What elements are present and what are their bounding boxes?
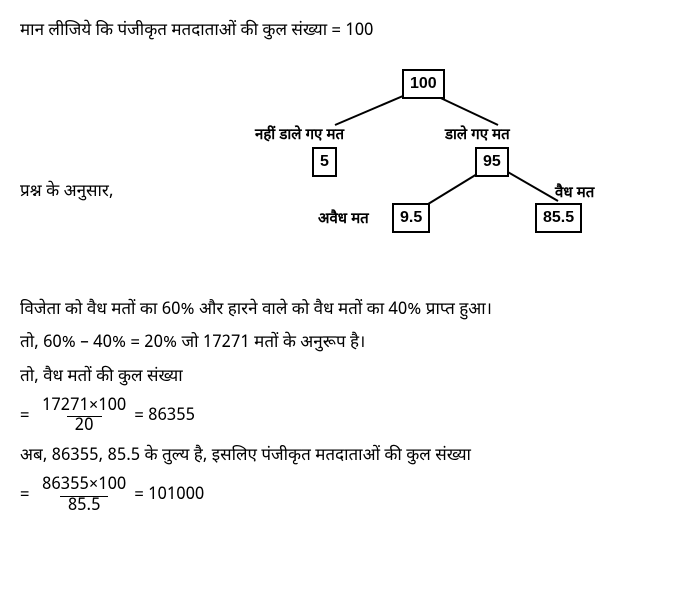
tree-left-label: नहीं डाले गए मत (255, 123, 344, 147)
tree-right-val: 95 (475, 147, 509, 177)
tree-diagram: 100 नहीं डाले गए मत डाले गए मत 5 95 अवैध… (250, 69, 630, 239)
line-diff: तो, 60% – 40% = 20% जो 17271 मतों के अनु… (20, 330, 670, 357)
line-assume: मान लीजिये कि पंजीकृत मतदाताओं की कुल सं… (20, 18, 670, 45)
line-total-valid-intro: तो, वैध मतों की कुल संख्या (20, 364, 670, 391)
calc2-row: = 86355×100 85.5 = 101000 (20, 476, 670, 516)
calc1-den: 20 (67, 416, 102, 437)
tree-rl-val: 9.5 (392, 203, 430, 233)
calc2-rhs: = 101000 (134, 482, 204, 509)
calc1-row: = 17271×100 20 = 86355 (20, 397, 670, 437)
calc1-num: 17271×100 (38, 397, 130, 417)
calc2-frac: 86355×100 85.5 (38, 476, 130, 516)
prashn-label: प्रश्न के अनुसार, (20, 179, 113, 206)
calc2-num: 86355×100 (38, 476, 130, 496)
calc2-den: 85.5 (60, 496, 109, 517)
question-row: प्रश्न के अनुसार, 100 नहीं डाले गए मत डा… (20, 69, 670, 269)
tree-root-box: 100 (402, 69, 445, 99)
line-winner: विजेता को वैध मतों का 60% और हारने वाले … (20, 297, 670, 324)
calc1-frac: 17271×100 20 (38, 397, 130, 437)
tree-rr-val: 85.5 (535, 203, 582, 233)
tree-right-label: डाले गए मत (445, 123, 510, 147)
calc1-rhs: = 86355 (134, 403, 195, 430)
tree-rl-label: अवैध मत (318, 207, 369, 231)
tree-rr-label: वैध मत (555, 181, 594, 205)
calc1-eq: = (20, 403, 34, 430)
tree-left-val: 5 (312, 147, 337, 177)
line-now: अब, 86355, 85.5 के तुल्य है, इसलिए पंजीक… (20, 443, 670, 470)
calc2-eq: = (20, 482, 34, 509)
